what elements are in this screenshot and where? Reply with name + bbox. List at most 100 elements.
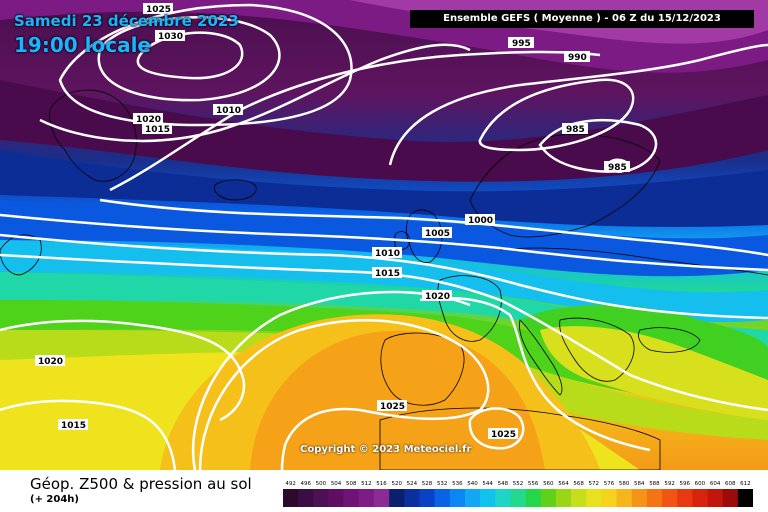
- isobar-label-1020-south: 1020: [425, 292, 450, 302]
- z500-band-green: [0, 300, 768, 410]
- coast-balkans: [559, 317, 635, 382]
- legend-tick: 520: [391, 481, 402, 487]
- legend-swatch: [510, 489, 526, 507]
- legend-swatch: [495, 489, 511, 507]
- legend-tick: 604: [710, 481, 721, 487]
- legend-swatch: [662, 489, 678, 507]
- forecast-time: 19:00 locale: [14, 33, 151, 57]
- legend-swatch: [601, 489, 617, 507]
- isobar-1020-south: [419, 296, 651, 452]
- map-title: Géop. Z500 & pression au sol: [30, 475, 252, 493]
- legend-swatch: [722, 489, 739, 507]
- isobar-1025-africa: [468, 407, 525, 450]
- legend-swatch: [631, 489, 648, 507]
- legend-swatch: [419, 489, 435, 507]
- legend-swatch: [449, 489, 466, 507]
- legend-tick: 600: [695, 481, 706, 487]
- legend-tick: 576: [604, 481, 615, 487]
- isobar-label-1015-south: 1015: [375, 269, 400, 279]
- isobar-1010-south: [0, 233, 768, 320]
- legend-tick: 516: [376, 481, 387, 487]
- isobar-labels: 1030 1025 1020 1015 1010 995 990 985 985…: [35, 3, 630, 440]
- legend-swatch: [313, 489, 329, 507]
- isobar-1010-north: [109, 50, 601, 192]
- legend-swatch: [358, 489, 375, 507]
- coast-iberia: [380, 332, 465, 406]
- legend-tick: 512: [361, 481, 372, 487]
- isobar-990: [478, 78, 635, 152]
- isobar-label-1015-north: 1015: [145, 125, 170, 135]
- legend-tick: 500: [316, 481, 327, 487]
- z500-band-yellow-east: [540, 326, 768, 420]
- legend-swatch: [692, 489, 708, 507]
- model-run-label: Ensemble GEFS ( Moyenne ) - 06 Z du 15/1…: [410, 10, 754, 28]
- copyright: Copyright © 2023 Meteociel.fr: [300, 444, 472, 455]
- isobar-995: [388, 43, 768, 166]
- isobar-1015-south: [0, 253, 768, 412]
- legend-swatch: [480, 489, 496, 507]
- legend-tick: 560: [543, 481, 554, 487]
- legend-swatch: [525, 489, 542, 507]
- coast-iceland: [214, 179, 257, 201]
- isobar-985-a: [538, 119, 658, 173]
- legend-swatch: [343, 489, 360, 507]
- legend-tick: 540: [467, 481, 478, 487]
- legend-tick: 552: [513, 481, 524, 487]
- isobar-label-995: 995: [512, 39, 531, 49]
- forecast-lead: (+ 204h): [30, 494, 79, 505]
- isobar-label-1015-west: 1015: [61, 421, 86, 431]
- isobar-label-985-a: 985: [566, 125, 585, 135]
- legend-swatch: [389, 489, 405, 507]
- isobar-label-1020-west: 1020: [38, 357, 63, 367]
- legend-swatch: [646, 489, 663, 507]
- coast-black-sea: [638, 327, 701, 353]
- color-legend: 492 496 500 504 508 512 516 520 524 528 532 536 540 5…: [283, 481, 753, 507]
- legend-swatch: [586, 489, 602, 507]
- isobar-label-1025-africa: 1025: [491, 430, 516, 440]
- isobar-label-1030: 1030: [158, 32, 183, 42]
- coast-europe-mainland: [499, 247, 768, 276]
- legend-tick: 496: [300, 481, 311, 487]
- isobar-label-1020-north: 1020: [136, 115, 161, 125]
- legend-tick: 596: [680, 481, 691, 487]
- isobar-label-985-b: 985: [608, 163, 627, 173]
- legend-tick: 532: [437, 481, 448, 487]
- legend-swatch: [540, 489, 557, 507]
- isobar-label-1010-south: 1010: [375, 249, 400, 259]
- legend-swatch: [298, 489, 314, 507]
- isobar-1015-north: [39, 43, 471, 143]
- legend-swatch: [328, 489, 344, 507]
- weather-map: 1030 1025 1020 1015 1010 995 990 985 985…: [0, 0, 768, 470]
- isobar-1005: [0, 213, 768, 272]
- isobar-label-1025-top: 1025: [146, 5, 171, 15]
- legend-tick: 584: [634, 481, 645, 487]
- coast-france: [437, 275, 502, 342]
- legend-tick: 588: [649, 481, 660, 487]
- coast-british-isles: [405, 209, 443, 263]
- legend-swatch: [464, 489, 481, 507]
- z500-band-teal: [0, 272, 768, 360]
- isobar-label-1000: 1000: [468, 216, 493, 226]
- z500-band-cyan: [0, 240, 768, 323]
- legend-tick: 548: [498, 481, 509, 487]
- legend-tick: 572: [589, 481, 600, 487]
- forecast-date: Samedi 23 décembre 2023: [14, 12, 239, 30]
- legend-tick: 612: [740, 481, 751, 487]
- coast-scandinavia: [469, 134, 661, 238]
- coast-italy: [519, 319, 563, 396]
- isobar-1020-outer: [191, 290, 471, 470]
- coast-north-africa: [379, 407, 661, 470]
- legend-swatch: [616, 489, 633, 507]
- z500-band-navy: [0, 150, 768, 227]
- legend-swatch: [434, 489, 451, 507]
- legend-tick: 524: [407, 481, 418, 487]
- legend-swatch: [404, 489, 420, 507]
- legend-tick: 536: [452, 481, 463, 487]
- legend-swatch: [373, 489, 390, 507]
- isobar-1025-inner: [97, 15, 281, 102]
- isobar-label-1025-iberia: 1025: [380, 402, 405, 412]
- legend-tick: 504: [331, 481, 342, 487]
- isobar-label-990: 990: [568, 53, 587, 63]
- legend-swatch: [707, 489, 723, 507]
